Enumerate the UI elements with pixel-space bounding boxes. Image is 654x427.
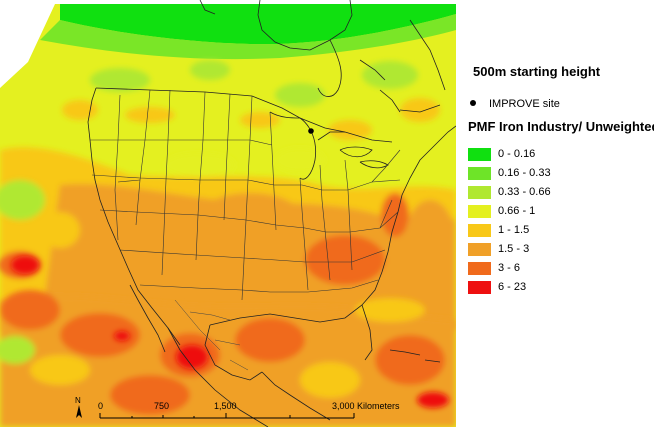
mexico-boundaries (174, 299, 249, 371)
boundaries (87, 0, 456, 427)
legend-swatch (468, 205, 491, 218)
north-arrow-icon: N (75, 396, 82, 418)
scale-tick-label: 750 (154, 401, 170, 411)
legend-swatch (468, 148, 491, 161)
scale-tick-label: 0 (98, 401, 104, 411)
legend-swatch (468, 281, 491, 294)
concentration-field (0, 4, 456, 427)
legend-swatch (468, 167, 491, 180)
site-dot-icon (470, 100, 476, 106)
legend-class-label: 1.5 - 3 (498, 243, 530, 255)
starting-height-label: 500m starting height (473, 64, 601, 79)
north-label: N (75, 396, 81, 405)
legend-class-label: 0.66 - 1 (498, 205, 536, 217)
legend-swatch (468, 243, 491, 256)
legend-class-label: 0 - 0.16 (498, 148, 536, 160)
legend-title: PMF Iron Industry/ Unweighted (468, 119, 654, 134)
legend-swatch (468, 186, 491, 199)
legend-class-label: 1 - 1.5 (498, 224, 530, 236)
scale-bar: 0 750 1,500 3,000 Kilometers (92, 400, 412, 426)
legend-class-label: 0.33 - 0.66 (498, 186, 551, 198)
concentration-map (0, 0, 456, 427)
scale-bar-graphic (99, 413, 355, 419)
legend: 500m starting height IMPROVE site PMF Ir… (456, 0, 654, 427)
legend-class-label: 0.16 - 0.33 (498, 167, 551, 179)
legend-swatch (468, 262, 491, 275)
improve-site-label: IMPROVE site (489, 98, 560, 110)
improve-site-legend: IMPROVE site (470, 98, 560, 110)
scale-tick-label: 3,000 Kilometers (332, 401, 400, 411)
legend-class-label: 3 - 6 (498, 262, 521, 274)
improve-site-marker (308, 128, 314, 134)
legend-class-label: 6 - 23 (498, 281, 527, 293)
legend-swatch (468, 224, 491, 237)
scale-tick-label: 1,500 (214, 401, 237, 411)
state-boundaries (90, 89, 401, 301)
